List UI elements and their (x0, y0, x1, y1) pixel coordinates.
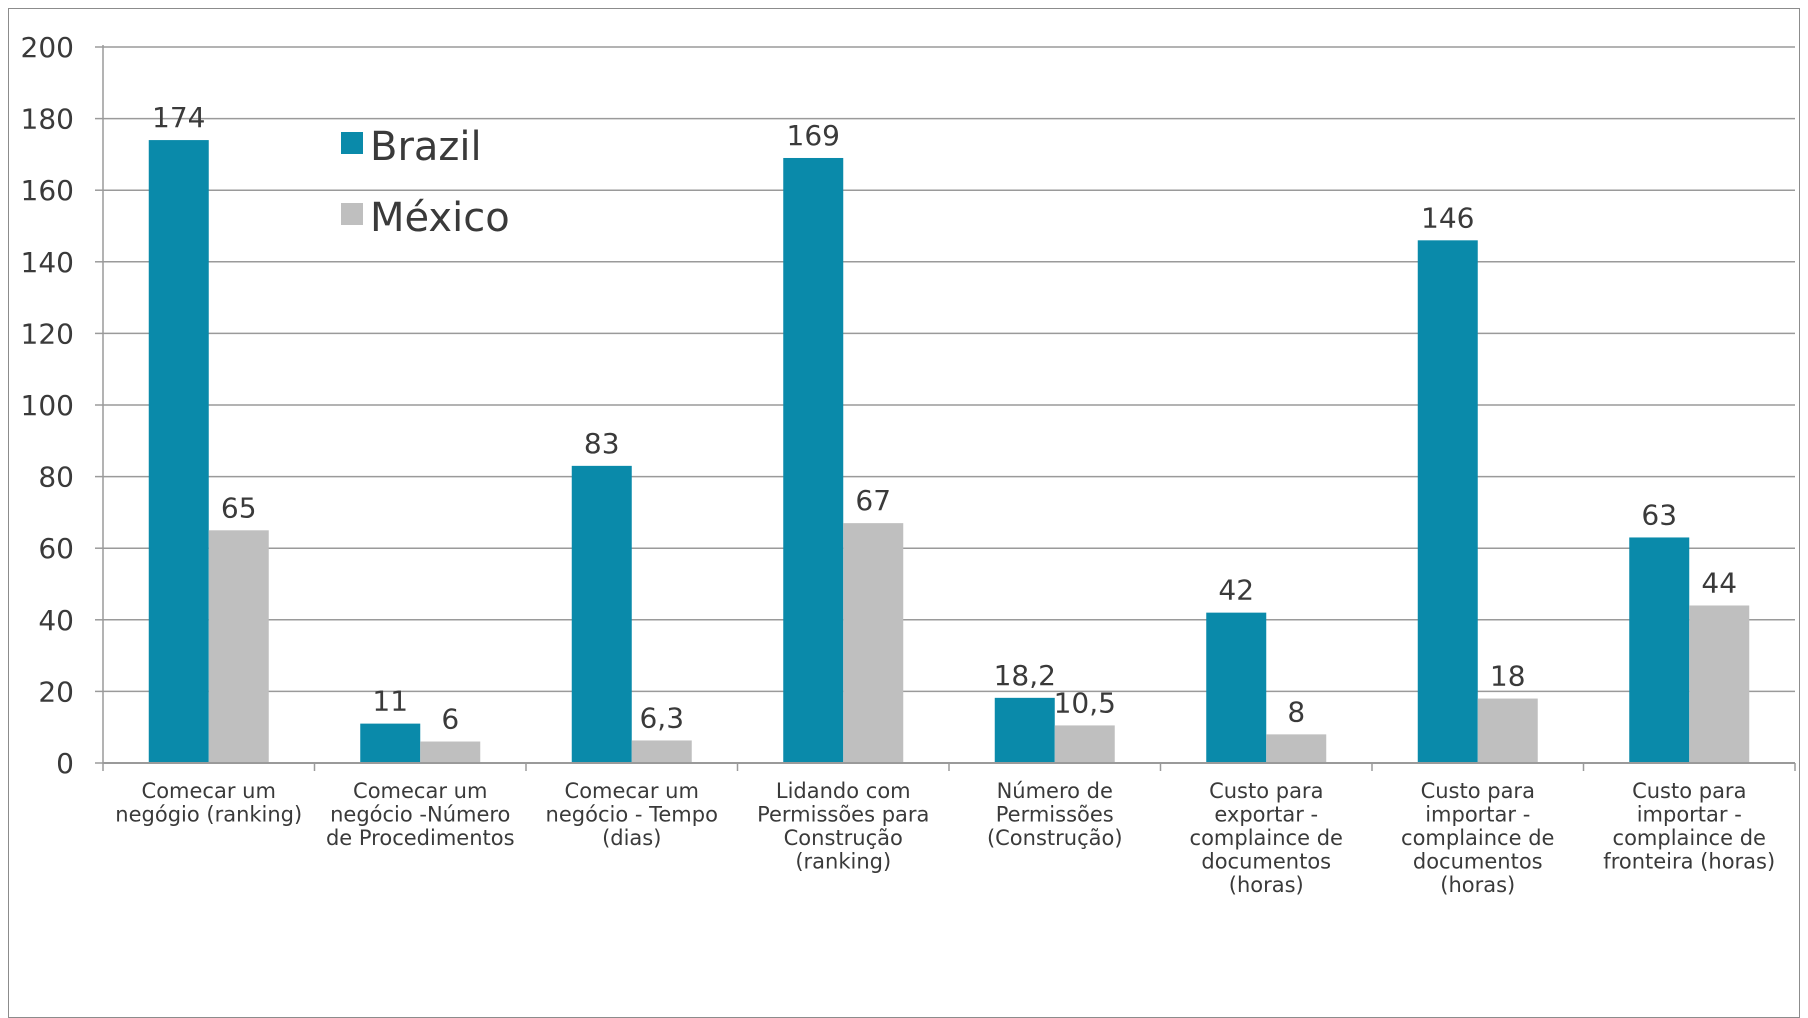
bar-brazil (783, 157, 844, 764)
y-tick-label: 200 (21, 31, 74, 64)
category-label-line: exportar - (1214, 803, 1318, 827)
data-label: 18,2 (994, 659, 1056, 692)
data-label: 6,3 (639, 701, 684, 734)
category-label-line: documentos (1201, 850, 1331, 874)
bar-mexico (420, 741, 481, 763)
bars (148, 140, 1750, 764)
bar-brazil (360, 723, 421, 763)
category-label-line: negócio -Número (330, 803, 510, 827)
data-label: 18 (1490, 660, 1526, 693)
category-label-line: fronteira (horas) (1603, 850, 1775, 874)
bar-brazil (148, 140, 209, 763)
category-labels: Comecar um negógio (ranking)Comecar um neg… (115, 779, 1775, 897)
legend-swatch (341, 132, 363, 154)
category-label: Comecar um negócio - Tempo (dias) (546, 779, 718, 850)
category-label-line: Custo para (1632, 779, 1746, 803)
category-label-line: (ranking) (795, 850, 891, 874)
y-tick-label: 160 (21, 174, 74, 207)
legend: Brazil México (341, 124, 510, 241)
y-tick-label: 120 (21, 317, 74, 350)
category-label-line: (dias) (602, 826, 661, 850)
data-label: 8 (1287, 695, 1305, 728)
category-label-line: (Construção) (987, 826, 1123, 850)
category-label-line: importar - (1425, 803, 1530, 827)
category-label-line: complaince de (1401, 826, 1554, 850)
category-label-line: Construção (784, 826, 903, 850)
data-label: 65 (221, 491, 257, 524)
category-label-line: Número de (997, 779, 1113, 803)
category-label-line: complaince de (1190, 826, 1343, 850)
category-label: Lidando com Permissões para Construção (ran… (757, 779, 929, 874)
bar-mexico (1477, 698, 1538, 763)
bar-mexico (208, 530, 269, 763)
bar-brazil (1206, 612, 1267, 763)
x-axis (102, 762, 1796, 771)
category-label: Custo para exportar -complaince de documen… (1190, 779, 1343, 897)
y-tick-label: 0 (56, 747, 74, 780)
value-labels: 174 11 83 169 18,2 42 146 63 65 6 6,3 67 10,5 8 18 44 (152, 101, 1737, 735)
category-label-line: Custo para (1421, 779, 1535, 803)
category-label: Comecar um negógio (ranking) (115, 779, 302, 827)
category-label-line: (horas) (1229, 873, 1304, 897)
y-tick-label: 20 (38, 675, 74, 708)
category-label-line: negógio (ranking) (115, 803, 302, 827)
y-tick-label: 100 (21, 389, 74, 422)
y-axis-ticks: 0 20 40 60 80 100 120 140 160 180 200 (21, 31, 74, 780)
bar-brazil (1629, 537, 1690, 763)
y-tick-label: 140 (21, 246, 74, 279)
category-label: Comecar um negócio -Número de Procedimento… (326, 779, 515, 850)
category-label-line: documentos (1413, 850, 1543, 874)
category-label-line: de Procedimentos (326, 826, 515, 850)
y-tick-label: 40 (38, 604, 74, 637)
bar-brazil (994, 697, 1055, 763)
data-label: 11 (372, 685, 408, 718)
category-label-line: Permissões para (757, 803, 929, 827)
gridlines (95, 45, 1795, 764)
y-tick-label: 180 (21, 103, 74, 136)
data-label: 83 (584, 427, 620, 460)
category-label-line: complaince de (1613, 826, 1766, 850)
bar-mexico (1054, 725, 1115, 763)
category-label-line: Lidando com (776, 779, 911, 803)
category-label-line: Comecar um (142, 779, 276, 803)
category-label-line: (horas) (1440, 873, 1515, 897)
bar-mexico (631, 740, 692, 763)
chart-frame (8, 8, 1800, 1018)
category-label-line: Custo para (1209, 779, 1323, 803)
data-label: 146 (1421, 201, 1474, 234)
bar-mexico (1689, 605, 1750, 763)
y-tick-label: 60 (38, 532, 74, 565)
data-label: 67 (855, 484, 891, 517)
category-label-line: Comecar um (353, 779, 487, 803)
data-label: 6 (441, 703, 459, 736)
data-label: 10,5 (1054, 686, 1116, 719)
category-label-line: Comecar um (565, 779, 699, 803)
data-label: 174 (152, 101, 205, 134)
bar-brazil (1417, 240, 1478, 763)
category-label: Custo para importar -complaince de frontei… (1603, 779, 1775, 874)
category-label-line: negócio - Tempo (546, 803, 718, 827)
data-label: 169 (787, 119, 840, 152)
category-label: Custo para importar -complaince de documen… (1401, 779, 1554, 897)
data-label: 42 (1218, 574, 1254, 607)
legend-swatch (341, 203, 363, 225)
bar-mexico (1266, 734, 1327, 763)
data-label: 44 (1701, 566, 1737, 599)
data-label: 63 (1641, 498, 1677, 531)
bar-mexico (843, 523, 904, 763)
legend-label: Brazil (370, 124, 482, 170)
category-label-line: Permissões (996, 803, 1114, 827)
category-label-line: importar - (1637, 803, 1742, 827)
y-tick-label: 80 (38, 461, 74, 494)
bar-brazil (571, 465, 632, 763)
category-label: Número de Permissões (Construção) (987, 779, 1123, 850)
legend-label: México (370, 195, 510, 241)
